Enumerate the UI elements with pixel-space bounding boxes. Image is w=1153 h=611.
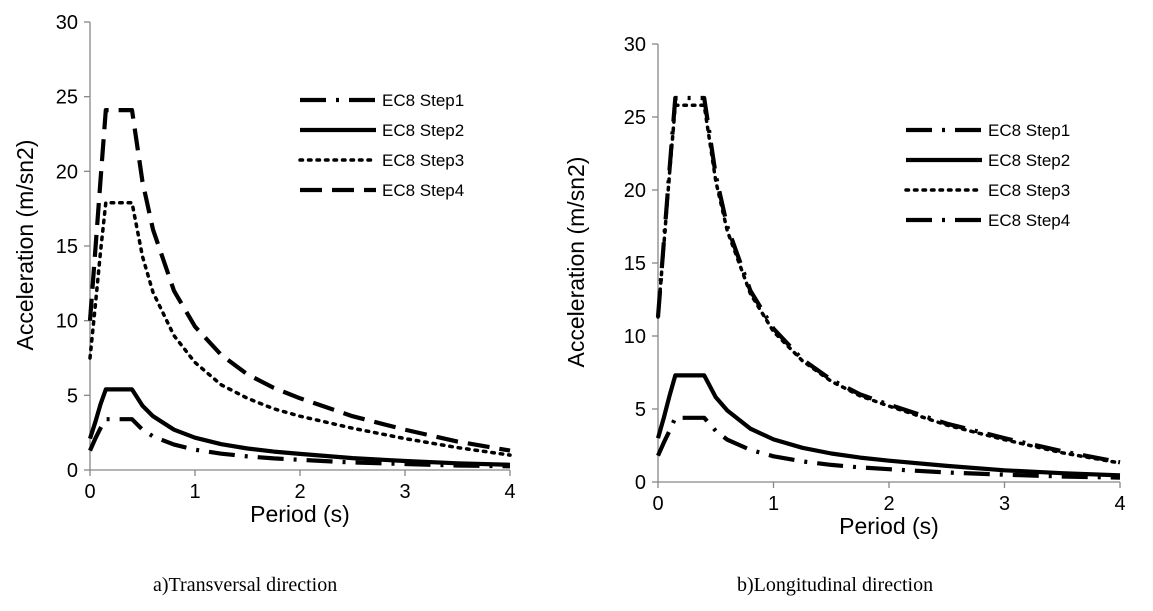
series-line-ec8-step4 xyxy=(655,95,1121,465)
x-axis-title: Period (s) xyxy=(250,501,350,527)
series-line-ec8-step3 xyxy=(88,200,512,457)
series-line-ec8-step1 xyxy=(656,415,1121,480)
x-tick-label: 0 xyxy=(652,493,663,515)
y-tick-label: 10 xyxy=(624,326,646,348)
series-line-ec8-step3 xyxy=(656,103,1122,465)
legend-label: EC8 Step2 xyxy=(988,151,1070,170)
legend-label: EC8 Step1 xyxy=(382,91,464,110)
legend-label: EC8 Step3 xyxy=(988,181,1070,200)
y-tick-label: 15 xyxy=(624,253,646,275)
series-line-ec8-step4 xyxy=(87,108,511,453)
x-tick-label: 1 xyxy=(189,481,200,503)
y-tick-label: 30 xyxy=(56,12,78,34)
y-tick-label: 15 xyxy=(56,236,78,258)
y-tick-label: 5 xyxy=(67,385,78,407)
x-tick-label: 4 xyxy=(1114,493,1125,515)
chart-caption-transversal: a)Transversal direction xyxy=(153,574,338,596)
y-tick-label: 5 xyxy=(635,399,646,421)
x-tick-label: 3 xyxy=(399,481,410,503)
y-tick-label: 0 xyxy=(67,460,78,482)
x-tick-label: 1 xyxy=(768,493,779,515)
x-tick-label: 3 xyxy=(999,493,1010,515)
x-tick-label: 4 xyxy=(504,481,515,503)
x-axis-title: Period (s) xyxy=(839,513,939,539)
chart-panel-transversal: 0 5 10 15 20 25 30 0 1 2 3 4 Period (s) Acceleration … xyxy=(12,12,516,527)
legend-label: EC8 Step2 xyxy=(382,121,464,140)
series-line-ec8-step1 xyxy=(88,417,511,469)
y-tick-label: 20 xyxy=(56,161,78,183)
y-tick-label: 20 xyxy=(624,180,646,202)
x-tick-label: 2 xyxy=(883,493,894,515)
chart-panel-longitudinal: 0 5 10 15 20 25 30 0 1 2 3 4 Period (s) Acceleration … xyxy=(563,34,1126,539)
x-tick-label: 2 xyxy=(294,481,305,503)
x-tick-label: 0 xyxy=(84,481,95,503)
y-tick-label: 0 xyxy=(635,472,646,494)
y-tick-label: 30 xyxy=(624,34,646,56)
chart-caption-longitudinal: b)Longitudinal direction xyxy=(737,574,934,596)
y-axis-title: Acceleration (m/sn2) xyxy=(12,140,38,351)
y-tick-label: 10 xyxy=(56,311,78,333)
legend-label: EC8 Step1 xyxy=(988,121,1070,140)
y-axis-title: Acceleration (m/sn2) xyxy=(563,157,589,368)
y-tick-label: 25 xyxy=(56,87,78,109)
legend-label: EC8 Step4 xyxy=(382,181,464,200)
legend-label: EC8 Step3 xyxy=(382,151,464,170)
y-tick-label: 25 xyxy=(624,107,646,129)
series-line-ec8-step2 xyxy=(655,373,1121,478)
series-line-ec8-step2 xyxy=(88,387,511,467)
legend-label: EC8 Step4 xyxy=(988,211,1070,230)
